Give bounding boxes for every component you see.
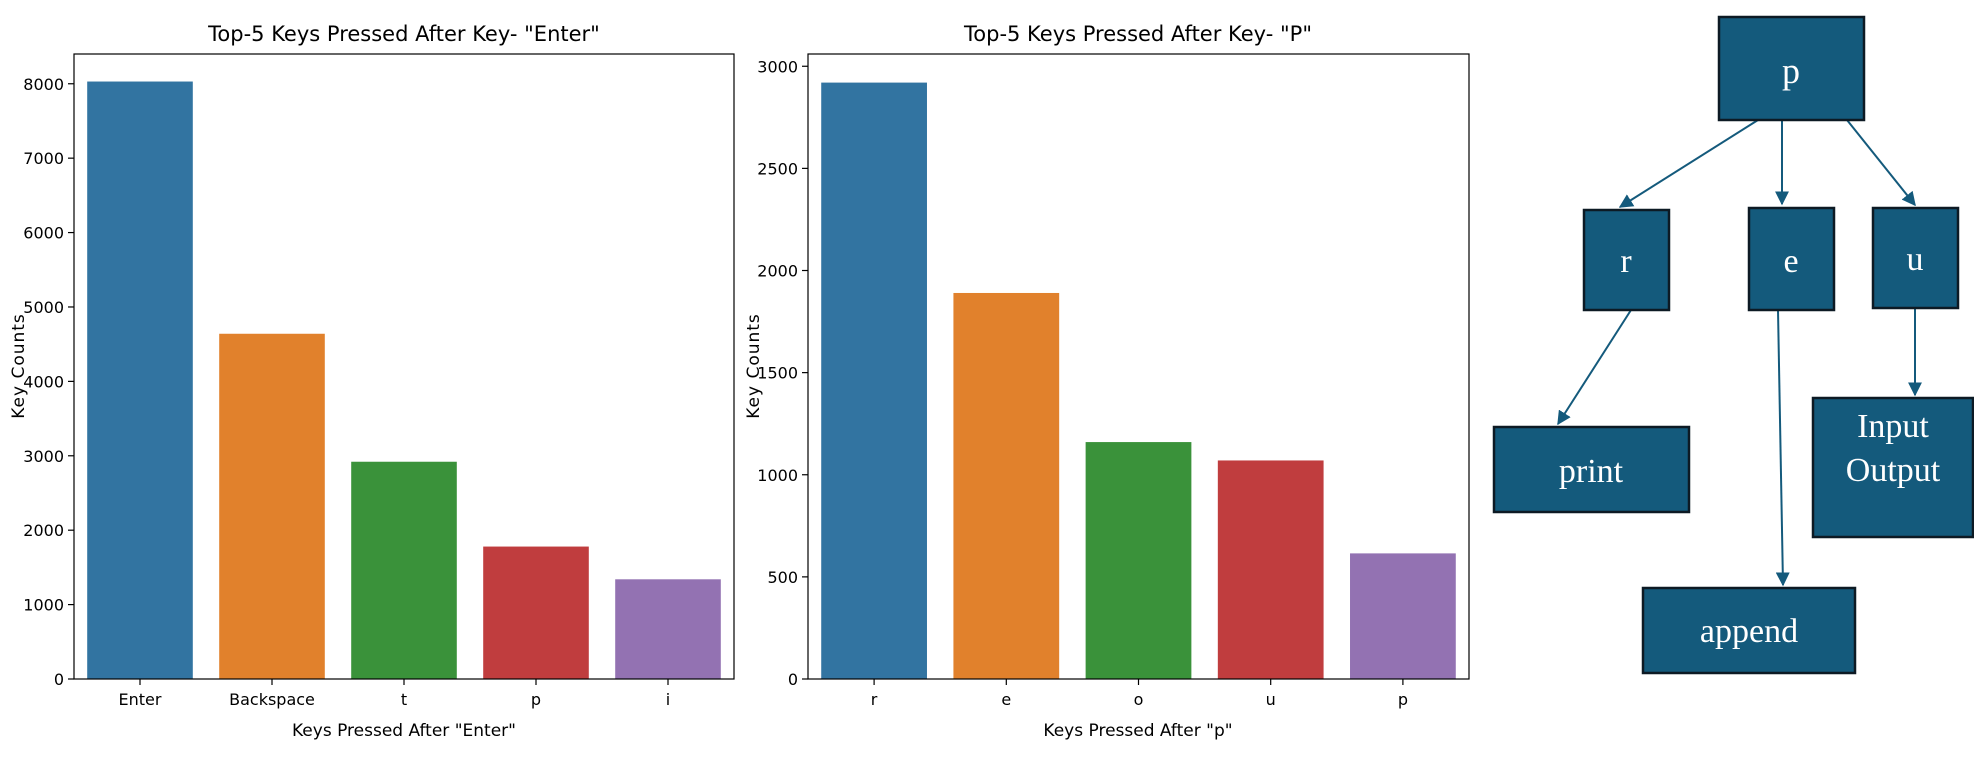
y-tick-label: 0 bbox=[54, 670, 64, 689]
x-tick-label: p bbox=[531, 690, 541, 709]
chart-title: Top-5 Keys Pressed After Key- "Enter" bbox=[207, 22, 600, 46]
edge-r-print bbox=[1557, 309, 1632, 426]
y-tick-label: 0 bbox=[788, 670, 798, 689]
y-axis-label: Key Counts bbox=[9, 313, 29, 419]
chart-title: Top-5 Keys Pressed After Key- "P" bbox=[963, 22, 1312, 46]
node-label-line1: Input bbox=[1857, 408, 1929, 445]
y-tick-label: 5000 bbox=[23, 298, 64, 317]
node-io: Input Output bbox=[1811, 396, 1974, 539]
edge-p-u bbox=[1846, 119, 1916, 207]
y-tick-label: 2000 bbox=[757, 262, 798, 281]
node-root: p bbox=[1717, 15, 1866, 122]
bar-e bbox=[953, 292, 1060, 679]
bar-i bbox=[615, 579, 721, 679]
bar-group bbox=[87, 81, 721, 679]
bar-enter bbox=[87, 81, 193, 679]
y-tick-label: 1000 bbox=[757, 466, 798, 485]
bar-backspace bbox=[219, 333, 325, 679]
y-tick-label: 7000 bbox=[23, 149, 64, 168]
bar-r bbox=[821, 82, 927, 679]
node-label: e bbox=[1783, 243, 1798, 280]
chart-enter: Top-5 Keys Pressed After Key- "Enter" 0 1… bbox=[9, 22, 735, 741]
y-tick-label: 500 bbox=[767, 568, 798, 587]
y-tick-label: 2500 bbox=[757, 159, 798, 178]
x-tick-label: Backspace bbox=[229, 690, 315, 709]
node-e: e bbox=[1747, 206, 1836, 312]
y-tick-label: 8000 bbox=[23, 75, 64, 94]
x-tick-label: o bbox=[1134, 690, 1144, 709]
edge-e-append bbox=[1775, 309, 1790, 587]
y-tick-label: 3000 bbox=[23, 447, 64, 466]
x-tick-label: Enter bbox=[119, 690, 162, 709]
x-tick-label: r bbox=[871, 690, 878, 709]
node-u: u bbox=[1871, 206, 1960, 310]
x-axis-label: Keys Pressed After "Enter" bbox=[292, 721, 516, 741]
x-tick-label: p bbox=[1398, 690, 1408, 709]
y-tick-label: 6000 bbox=[23, 224, 64, 243]
node-append: append bbox=[1641, 586, 1857, 675]
y-tick-label: 2000 bbox=[23, 521, 64, 540]
bar-p bbox=[1350, 553, 1456, 679]
node-label: append bbox=[1700, 613, 1798, 650]
y-axis-label: Key Counts bbox=[744, 313, 764, 419]
y-tick-label: 3000 bbox=[757, 57, 798, 76]
node-label: p bbox=[1782, 51, 1800, 91]
bar-o bbox=[1085, 442, 1192, 679]
key-sequence-tree: p r e u print Input Output append bbox=[1492, 15, 1974, 675]
x-tick-label: u bbox=[1266, 690, 1276, 709]
node-label: u bbox=[1907, 241, 1924, 278]
x-tick-label: t bbox=[401, 690, 407, 709]
bar-u bbox=[1217, 460, 1324, 679]
y-tick-label: 4000 bbox=[23, 372, 64, 391]
node-label: r bbox=[1620, 243, 1632, 280]
node-label-line2: Output bbox=[1846, 452, 1941, 489]
bar-group bbox=[821, 82, 1456, 679]
y-axis-ticks: 0 1000 2000 3000 4000 5000 6000 7000 8000 bbox=[23, 75, 74, 689]
node-r: r bbox=[1582, 208, 1671, 312]
edge-p-r bbox=[1618, 119, 1759, 208]
bar-t bbox=[351, 461, 457, 679]
x-tick-label: e bbox=[1001, 690, 1011, 709]
y-axis-ticks: 0 500 1000 1500 2000 2500 3000 bbox=[757, 57, 808, 689]
bar-p bbox=[483, 546, 589, 679]
chart-p: Top-5 Keys Pressed After Key- "P" 0 500 10… bbox=[744, 22, 1470, 741]
y-tick-label: 1500 bbox=[757, 364, 798, 383]
x-axis-label: Keys Pressed After "p" bbox=[1043, 721, 1232, 741]
x-tick-label: i bbox=[666, 690, 670, 709]
x-axis-ticks: Enter Backspace t p i bbox=[119, 679, 670, 709]
node-print: print bbox=[1492, 425, 1691, 514]
y-tick-label: 1000 bbox=[23, 596, 64, 615]
node-label: print bbox=[1559, 453, 1624, 490]
